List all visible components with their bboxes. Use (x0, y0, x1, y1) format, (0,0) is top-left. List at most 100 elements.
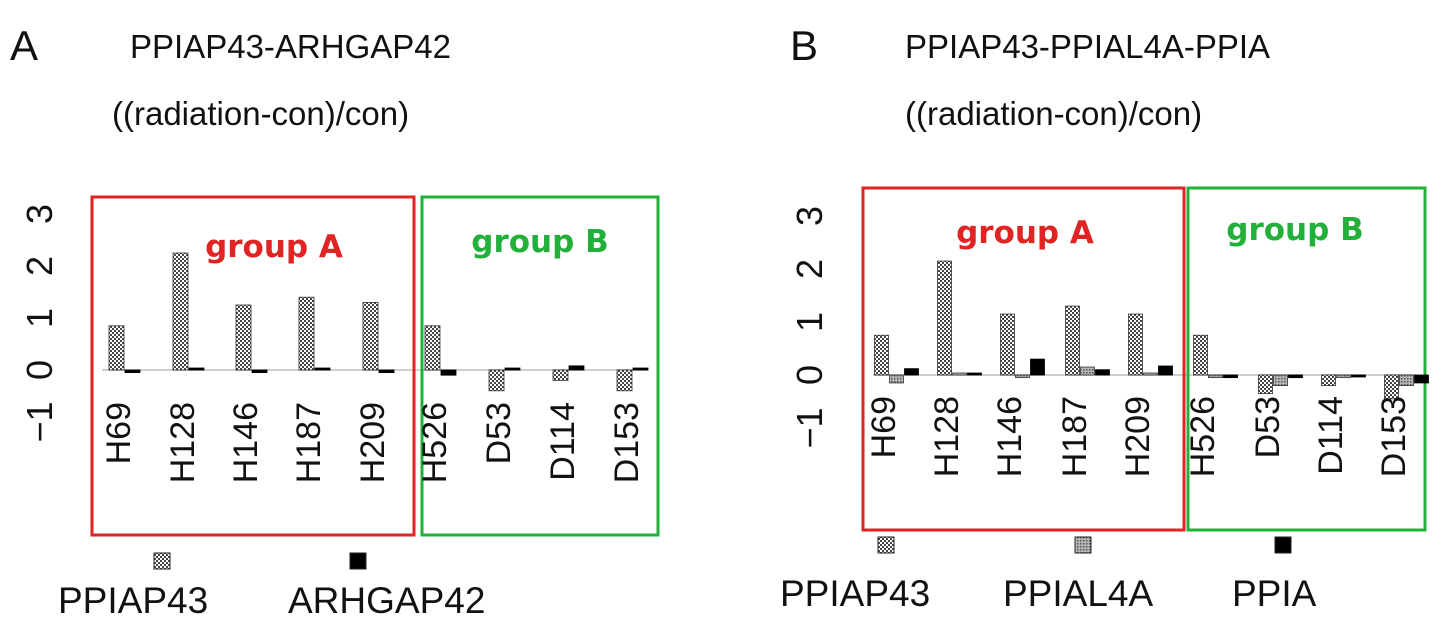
x-tick-label: D53 (1249, 396, 1287, 458)
bar (1158, 365, 1173, 376)
bar (568, 365, 585, 371)
x-tick-label: D153 (608, 402, 646, 483)
bar (874, 334, 889, 376)
legend-swatch (153, 552, 171, 570)
panel-b-subtitle: ((radiation-con)/con) (905, 95, 1203, 132)
y-tick-label: 2 (789, 259, 830, 279)
group-a-box (90, 195, 416, 537)
y-tick-label: −1 (789, 407, 830, 448)
bar (1080, 366, 1095, 376)
bar (1030, 358, 1045, 376)
group-b-label: group B (471, 224, 608, 260)
bar (1208, 374, 1223, 379)
legend-b-label-ppial4a: PPIAL4A (1003, 573, 1154, 614)
bar (504, 367, 521, 371)
legend-a-label-arhgap42: ARHGAP42 (288, 580, 486, 621)
bar (1015, 374, 1030, 379)
bar (1258, 374, 1273, 394)
x-tick-label: H128 (928, 396, 966, 477)
bar (1321, 374, 1336, 387)
bar (298, 296, 315, 371)
panel-a-letter: A (10, 22, 39, 69)
group-b-box (420, 195, 660, 537)
bar (616, 369, 633, 392)
y-tick-label: 0 (789, 365, 830, 385)
x-tick-label: H69 (100, 402, 138, 464)
bar (1000, 313, 1015, 376)
bar (1273, 374, 1288, 387)
x-tick-label: H526 (416, 402, 454, 483)
panel-a-title: PPIAP43-ARHGAP42 (130, 28, 451, 65)
x-tick-label: H526 (1184, 396, 1222, 477)
group-a-label: group A (205, 229, 343, 265)
x-tick-label: H187 (290, 402, 328, 483)
bar (1414, 374, 1429, 384)
group-b-box (1186, 186, 1427, 532)
bar (124, 369, 141, 373)
chart-panel-a: −1 0 1 2 3 group A group B H69 H128 H146 H187 H209 H… (19, 195, 660, 570)
bar (632, 367, 649, 371)
bar (1143, 372, 1158, 376)
legend-swatch (1274, 536, 1292, 554)
bar (188, 367, 205, 371)
bar (937, 260, 952, 376)
bar (172, 252, 189, 371)
legend-swatch (349, 552, 367, 570)
bar (488, 369, 505, 392)
y-tick-label: 1 (19, 308, 60, 328)
bar (967, 372, 982, 376)
legend-a-label-ppiap43: PPIAP43 (58, 580, 209, 621)
y-tick-label: 1 (789, 312, 830, 332)
legend-swatch (877, 536, 895, 554)
bar (1128, 313, 1143, 376)
bar (235, 304, 252, 371)
bar (889, 374, 904, 384)
x-tick-label: H146 (227, 402, 265, 483)
group-a-box (861, 186, 1186, 532)
x-tick-label: H209 (1119, 396, 1157, 477)
x-tick-label: D114 (544, 402, 582, 481)
panel-b-title: PPIAP43-PPIAL4A-PPIA (905, 28, 1271, 65)
legend-b-label-ppiap43: PPIAP43 (780, 573, 931, 614)
bar (362, 301, 379, 371)
bar (251, 369, 268, 373)
x-tick-label: D114 (1312, 396, 1350, 475)
bar (952, 372, 967, 376)
bar (904, 368, 919, 376)
x-tick-label: H69 (865, 396, 903, 458)
group-a-label: group A (956, 215, 1094, 251)
bar (424, 325, 441, 371)
y-tick-label: 2 (19, 256, 60, 276)
x-tick-label: D53 (480, 402, 518, 464)
bar (1095, 369, 1110, 376)
bar (314, 367, 331, 371)
panel-b-letter: B (790, 22, 819, 69)
group-b-label: group B (1226, 212, 1363, 248)
bar (1351, 374, 1366, 378)
bar (1288, 374, 1303, 379)
bar (1399, 374, 1414, 387)
y-tick-label: 3 (789, 206, 830, 226)
x-tick-label: D153 (1375, 396, 1413, 477)
bar (440, 369, 457, 376)
bar (1065, 305, 1080, 376)
chart-panel-b: −1 0 1 2 3 group A group B H69 H128 H146 H187 H209 H… (789, 186, 1429, 554)
x-tick-label: H187 (1056, 396, 1094, 477)
y-tick-label: 3 (19, 204, 60, 224)
bar (552, 369, 569, 381)
bar (108, 325, 125, 371)
x-tick-label: H146 (991, 396, 1029, 477)
x-tick-label: H128 (164, 402, 202, 483)
x-tick-label: H209 (354, 402, 392, 483)
y-tick-label: −1 (19, 401, 60, 442)
bar (1336, 374, 1351, 379)
bar (378, 369, 395, 373)
bar (1193, 334, 1208, 376)
y-tick-label: 0 (19, 360, 60, 380)
legend-b-label-ppia: PPIA (1232, 573, 1317, 614)
bar (1223, 374, 1238, 379)
bar (1384, 374, 1399, 400)
legend-swatch (1074, 536, 1092, 554)
panel-a-subtitle: ((radiation-con)/con) (112, 95, 410, 132)
